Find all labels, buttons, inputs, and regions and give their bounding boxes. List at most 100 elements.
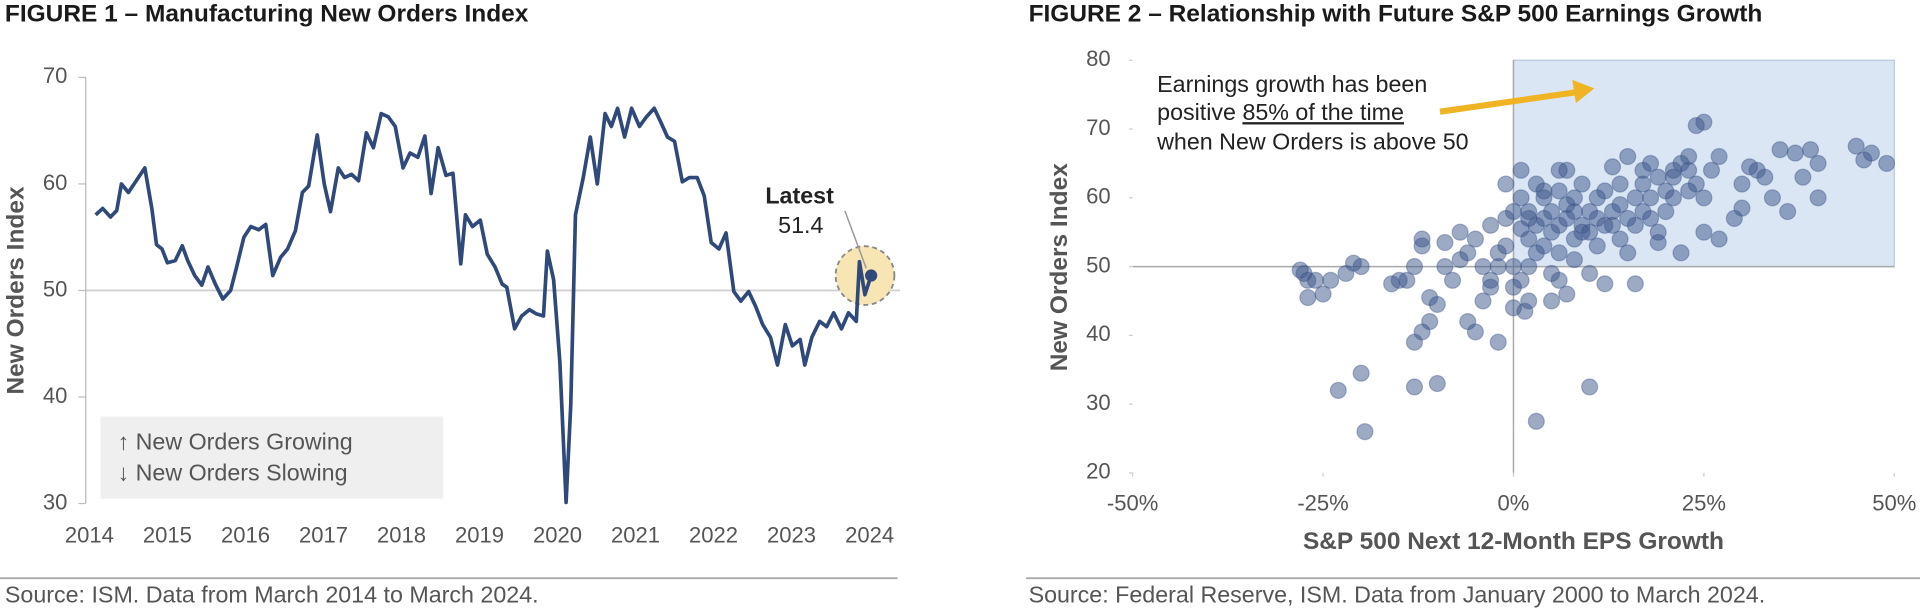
point bbox=[1756, 168, 1774, 186]
arrow-head bbox=[1572, 79, 1595, 104]
annotation: when New Orders is above 50 bbox=[1156, 129, 1469, 155]
point bbox=[1497, 237, 1515, 255]
point bbox=[1550, 244, 1568, 262]
latest-value: 51.4 bbox=[778, 212, 823, 238]
y-tick-label: 40 bbox=[43, 383, 68, 408]
point bbox=[1603, 158, 1622, 176]
legend-text: ↑ New Orders Growing bbox=[118, 429, 353, 455]
point bbox=[1596, 275, 1614, 293]
line bbox=[94, 106, 873, 505]
point bbox=[1641, 189, 1660, 207]
point bbox=[1451, 223, 1469, 241]
x-tick-label: 2020 bbox=[533, 522, 582, 547]
point bbox=[1299, 288, 1317, 307]
y-axis-label: New Orders Index bbox=[3, 186, 30, 394]
point bbox=[1520, 292, 1538, 310]
point bbox=[1581, 223, 1599, 241]
annotation-emphasis: 85% of the time bbox=[1242, 99, 1404, 125]
annotation: positive 85% of the time bbox=[1157, 99, 1404, 125]
x-tick-label: 2014 bbox=[65, 522, 114, 547]
point bbox=[1489, 258, 1507, 276]
x-tick-label: 2019 bbox=[455, 522, 504, 547]
point bbox=[1702, 161, 1721, 179]
point bbox=[1588, 237, 1606, 255]
point bbox=[1436, 233, 1454, 252]
point bbox=[1771, 141, 1789, 159]
x-tick-label: 2016 bbox=[221, 522, 270, 547]
source: Source: Federal Reserve, ISM. Data from … bbox=[1029, 582, 1766, 608]
point bbox=[1535, 182, 1553, 200]
point bbox=[1847, 137, 1865, 155]
y-tick-label: 30 bbox=[1086, 390, 1111, 415]
point bbox=[1504, 202, 1523, 221]
point bbox=[1779, 202, 1797, 221]
y-tick-label: 80 bbox=[1086, 46, 1111, 71]
chart-1: 30 40 50 60 70 2014 2015 2016 2017 2018 2019 2020 20… bbox=[43, 63, 900, 547]
point bbox=[1398, 271, 1416, 289]
point bbox=[1489, 333, 1507, 351]
annotation: positive bbox=[1157, 99, 1242, 125]
point bbox=[1542, 202, 1561, 221]
x-tick-label: 2015 bbox=[143, 522, 192, 547]
point bbox=[1619, 147, 1637, 166]
point bbox=[1329, 381, 1347, 399]
y-tick-label: 70 bbox=[43, 63, 68, 88]
point bbox=[1413, 230, 1431, 248]
y-tick-label: 20 bbox=[1086, 459, 1111, 484]
point bbox=[1763, 189, 1781, 207]
x-tick-label: 2022 bbox=[689, 522, 738, 547]
x-tick-label: 2018 bbox=[377, 522, 426, 547]
point bbox=[1641, 154, 1660, 172]
point bbox=[1405, 378, 1424, 396]
y-axis-label: New Orders Index bbox=[1046, 163, 1073, 371]
point bbox=[1352, 364, 1370, 382]
point bbox=[1664, 168, 1682, 186]
point bbox=[1451, 251, 1469, 269]
point bbox=[1596, 182, 1614, 200]
point bbox=[1573, 175, 1591, 193]
point bbox=[1291, 261, 1309, 279]
point bbox=[1436, 258, 1454, 276]
point bbox=[1405, 258, 1424, 276]
leader bbox=[844, 210, 867, 269]
point bbox=[1664, 189, 1682, 207]
point bbox=[1581, 378, 1599, 396]
y-tick-label: 30 bbox=[43, 489, 68, 514]
point bbox=[1512, 189, 1530, 207]
point bbox=[1641, 209, 1660, 228]
chart-2: 20 30 40 50 60 70 80 -50% -25% 0% 25% 50% Earnings g… bbox=[1086, 46, 1916, 515]
point bbox=[1809, 189, 1827, 207]
point bbox=[1801, 141, 1820, 159]
point bbox=[1550, 161, 1568, 179]
point bbox=[1322, 271, 1340, 289]
x-tick-label: -25% bbox=[1297, 491, 1348, 516]
x-tick-label: -50% bbox=[1107, 491, 1158, 516]
point bbox=[1512, 161, 1530, 179]
point bbox=[1482, 278, 1500, 296]
latest-point bbox=[865, 269, 878, 282]
point bbox=[1611, 230, 1629, 248]
point bbox=[1611, 175, 1629, 193]
point bbox=[1794, 168, 1812, 186]
chart-title: FIGURE 1 – Manufacturing New Orders Inde… bbox=[5, 0, 529, 27]
y-tick-label: 60 bbox=[1086, 184, 1111, 209]
x-axis-label: S&P 500 Next 12-Month EPS Growth bbox=[1303, 528, 1724, 555]
point bbox=[1672, 244, 1690, 262]
point bbox=[1428, 295, 1446, 313]
y-tick-label: 40 bbox=[1086, 321, 1111, 346]
point bbox=[1466, 230, 1484, 248]
y-tick-label: 60 bbox=[43, 170, 68, 195]
point bbox=[1428, 374, 1446, 393]
x-tick-label: 25% bbox=[1682, 491, 1726, 516]
point bbox=[1520, 230, 1538, 248]
y-tick-label: 50 bbox=[1086, 252, 1111, 277]
x-tick-label: 2023 bbox=[767, 522, 816, 547]
x-tick-label: 50% bbox=[1872, 491, 1916, 516]
source: Source: ISM. Data from March 2014 to Mar… bbox=[5, 582, 539, 608]
legend-text: ↓ New Orders Slowing bbox=[118, 459, 348, 485]
point bbox=[1695, 223, 1713, 241]
point bbox=[1680, 161, 1698, 179]
point bbox=[1535, 237, 1553, 255]
point bbox=[1352, 258, 1370, 276]
point bbox=[1565, 251, 1583, 269]
